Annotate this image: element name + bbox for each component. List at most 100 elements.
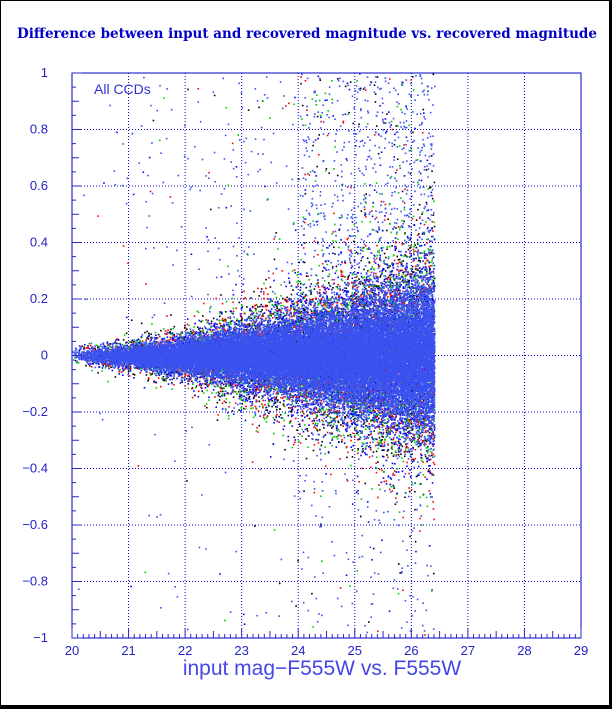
data-point [352,406,354,408]
data-point [198,328,200,330]
data-point [407,309,409,312]
data-point [253,394,256,397]
data-point [386,418,389,420]
data-point [188,324,190,327]
data-point [359,281,361,283]
data-point [349,433,352,436]
data-point [379,274,382,277]
data-point [303,296,305,298]
data-point [305,438,307,440]
data-point [420,412,422,415]
data-point [171,388,173,390]
data-point [212,381,215,384]
data-point [186,480,188,482]
data-point [413,243,416,246]
data-point [417,429,419,432]
data-point [261,315,263,318]
data-point [271,405,273,408]
data-point [260,288,263,290]
data-point [114,376,117,378]
data-point [316,165,319,168]
data-point [406,424,409,427]
data-point [306,415,308,417]
data-point [147,378,150,380]
data-point [295,605,297,607]
data-point [352,240,355,243]
data-point [403,455,406,458]
data-point [195,386,197,389]
data-point [376,76,379,78]
data-point [346,306,349,308]
data-point [357,414,360,417]
data-point [394,503,397,506]
data-point [432,572,435,575]
data-point [423,290,425,293]
data-point [108,362,111,365]
data-point [406,427,409,429]
data-point [258,396,260,398]
data-point [373,430,376,432]
data-point [376,415,379,417]
data-point [110,366,112,369]
data-point [384,422,387,425]
data-point [117,338,119,341]
data-point [420,257,423,259]
data-point [390,231,393,234]
data-point [411,271,414,273]
data-point [413,275,416,277]
data-point [354,252,356,254]
data-point [405,428,407,431]
data-point [209,382,212,384]
data-point [150,373,153,376]
data-point [417,269,419,272]
data-point [370,284,373,287]
data-point [237,134,240,136]
data-point [361,220,363,223]
data-point [334,411,337,413]
data-point [141,344,144,346]
data-point [409,267,412,270]
data-point [162,376,165,378]
data-point [235,381,238,384]
data-point [290,293,293,296]
data-point [363,279,366,281]
data-point [422,418,425,421]
data-point [320,524,322,527]
data-point [422,399,425,401]
data-point [282,315,285,318]
data-point [275,396,278,398]
data-point [193,326,195,328]
data-point [425,300,428,302]
data-point [377,152,380,155]
data-point [399,400,401,403]
data-point [316,241,319,243]
data-point [393,279,396,281]
data-point [313,403,315,405]
data-point [431,405,433,408]
data-point [367,392,370,395]
data-point [373,84,376,86]
data-point [356,392,359,395]
data-point [248,382,251,385]
data-point [270,314,272,317]
data-point [349,81,352,83]
data-point [333,423,335,426]
data-point [354,292,356,295]
data-point [367,396,370,398]
data-point [391,282,393,284]
data-point [230,320,233,322]
data-point [404,254,406,256]
data-point [298,423,301,425]
data-point [266,333,268,336]
data-point [365,288,367,290]
data-point [408,403,411,405]
data-point [358,123,360,126]
data-point [331,444,333,447]
data-point [312,320,314,323]
data-point [311,98,314,100]
data-point [292,289,294,291]
data-point [355,251,358,254]
data-point [414,490,416,493]
data-point [169,331,171,333]
data-point [433,277,436,280]
